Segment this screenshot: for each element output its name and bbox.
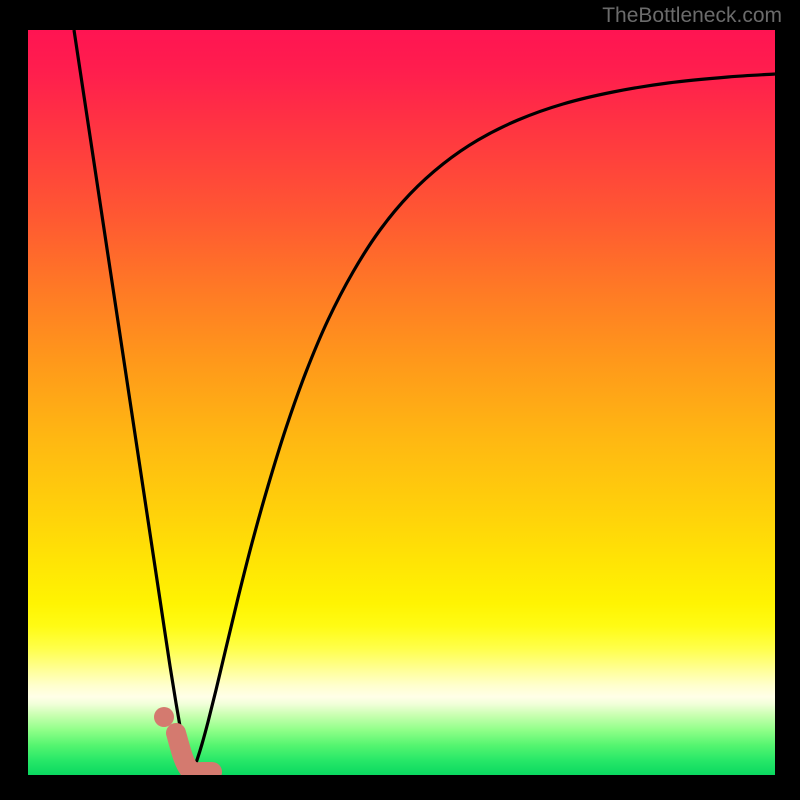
plot-area (28, 30, 775, 775)
curve-left (74, 30, 192, 772)
watermark-text: TheBottleneck.com (602, 4, 782, 28)
curve-right (192, 74, 775, 772)
highlight-dot (154, 707, 174, 727)
highlight-stroke (176, 733, 212, 772)
curves-layer (28, 30, 775, 775)
